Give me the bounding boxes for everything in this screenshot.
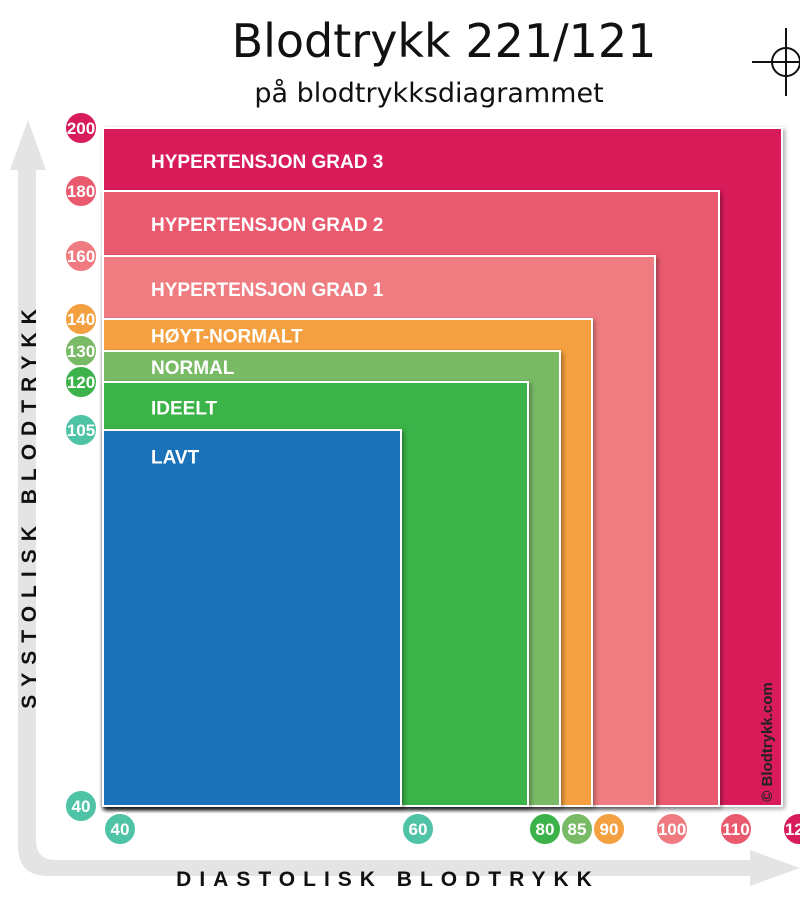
x-tick-badge — [401, 812, 435, 846]
y-tick-label: 120 — [67, 373, 95, 392]
y-tick-badge — [64, 413, 98, 447]
x-tick: 110 — [719, 812, 753, 846]
zones — [102, 127, 783, 807]
x-tick-label: 90 — [600, 820, 619, 839]
y-tick-badge — [64, 239, 98, 273]
y-tick-badge — [64, 365, 98, 399]
credit-text: © Blodtrykk.com — [759, 682, 776, 801]
x-tick-badge — [592, 812, 626, 846]
x-tick-label: 80 — [536, 820, 555, 839]
x-tick-label: 85 — [568, 820, 587, 839]
x-tick: 85 — [560, 812, 594, 846]
x-tick-badge — [719, 812, 753, 846]
y-tick: 180 — [64, 174, 98, 208]
zone-label: HYPERTENSJON GRAD 1 — [151, 280, 384, 301]
zone-labels: HYPERTENSJON GRAD 3 HYPERTENSJON GRAD 2 HY… — [151, 152, 384, 469]
y-tick-label: 130 — [67, 342, 95, 361]
y-tick-badge — [64, 174, 98, 208]
x-ticks: 40 60 80 85 90 100 110 120 — [103, 812, 800, 846]
y-tick: 120 — [64, 365, 98, 399]
zone-label: LAVT — [151, 448, 200, 469]
y-tick: 40 — [64, 789, 98, 823]
x-tick-badge — [103, 812, 137, 846]
chart-title: Blodtrykk 221/121 — [231, 14, 657, 68]
x-tick-label: 120 — [785, 820, 800, 839]
y-tick-label: 105 — [67, 421, 95, 440]
y-tick: 105 — [64, 413, 98, 447]
x-tick: 90 — [592, 812, 626, 846]
zone-label: HØYT-NORMALT — [151, 327, 303, 348]
chart-subtitle: på blodtrykksdiagrammet — [254, 78, 604, 109]
y-tick: 200 — [64, 111, 98, 145]
y-ticks: 200 180 160 140 130 120 105 40 — [64, 111, 98, 823]
x-tick: 120 — [782, 812, 800, 846]
y-tick-badge — [64, 111, 98, 145]
zone-lavt — [102, 429, 402, 807]
x-tick-badge — [655, 812, 689, 846]
x-tick-label: 40 — [111, 820, 130, 839]
y-tick: 160 — [64, 239, 98, 273]
x-axis-title: DIASTOLISK BLODTRYKK — [176, 868, 600, 891]
y-tick-label: 180 — [67, 182, 95, 201]
zone-label: IDEELT — [151, 398, 218, 419]
zone-label: HYPERTENSJON GRAD 2 — [151, 215, 383, 236]
x-tick: 40 — [103, 812, 137, 846]
y-tick-label: 160 — [67, 247, 95, 266]
reading-marker-icon — [752, 28, 800, 96]
x-tick: 100 — [655, 812, 689, 846]
x-tick-label: 100 — [658, 820, 686, 839]
x-tick-label: 110 — [722, 820, 749, 839]
x-tick-badge — [782, 812, 800, 846]
zone-label: NORMAL — [151, 358, 235, 379]
zone-label: HYPERTENSJON GRAD 3 — [151, 152, 383, 173]
y-tick-label: 140 — [67, 310, 95, 329]
y-tick-badge — [64, 789, 98, 823]
y-tick: 130 — [64, 334, 98, 368]
x-tick: 80 — [528, 812, 562, 846]
y-tick-label: 200 — [67, 119, 95, 138]
y-tick-label: 40 — [72, 797, 91, 816]
x-tick-label: 60 — [409, 820, 428, 839]
y-tick: 140 — [64, 302, 98, 336]
y-axis-title: SYSTOLISK BLODTRYKK — [18, 301, 41, 709]
x-tick: 60 — [401, 812, 435, 846]
